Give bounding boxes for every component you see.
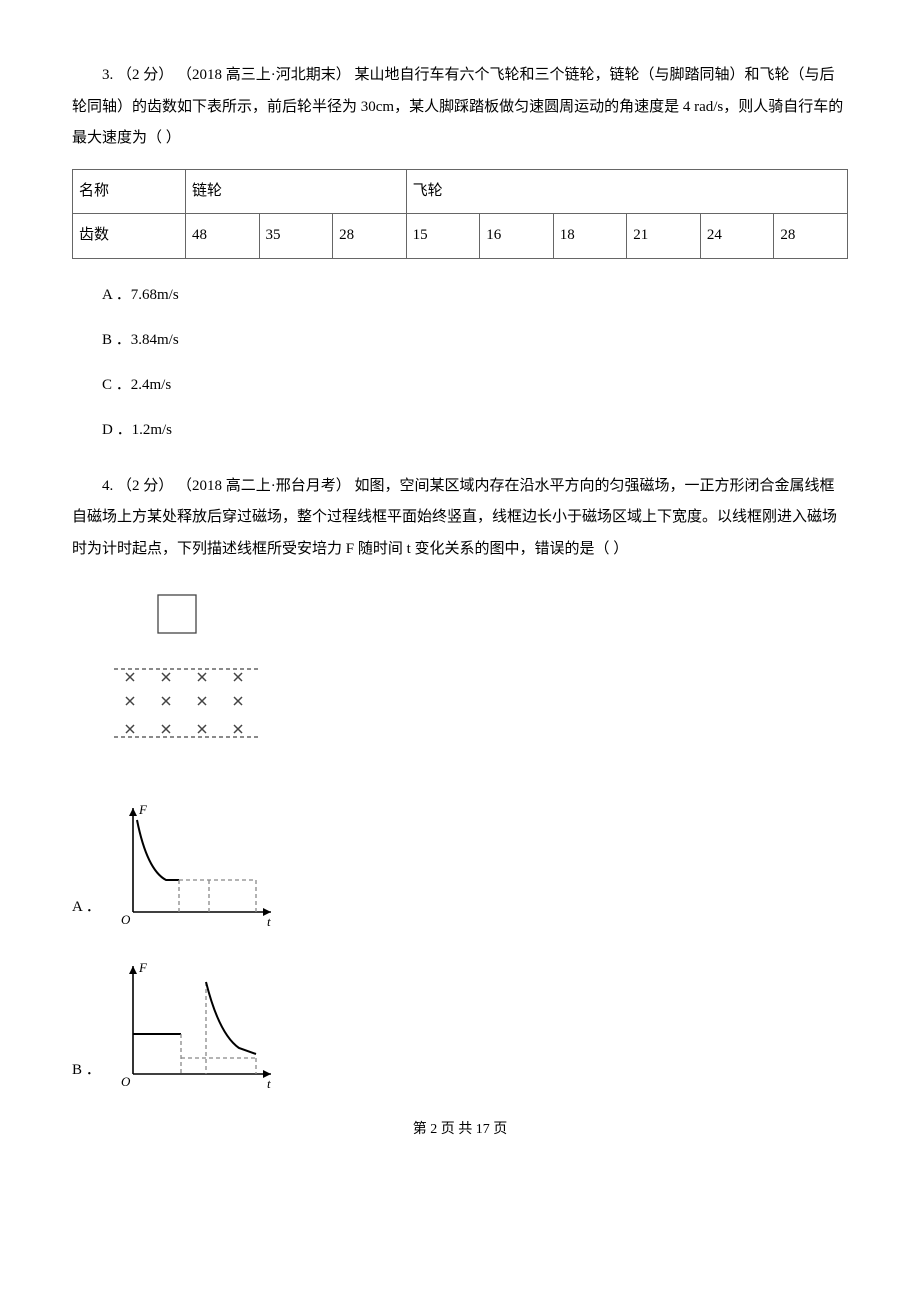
cell: 28 (333, 214, 407, 259)
page-footer: 第 2 页 共 17 页 (72, 1115, 848, 1144)
square-frame-icon (158, 595, 196, 633)
cell: 48 (186, 214, 260, 259)
axis-t-label: t (267, 914, 271, 929)
origin-label: O (121, 1074, 131, 1089)
q3-options: A ．7.68m/s B ．3.84m/s C ．2.4m/s D ．1.2m/… (72, 273, 848, 453)
cell: 21 (627, 214, 701, 259)
graph-a-svg: F t O (111, 800, 281, 930)
q3-table: 名称 链轮 飞轮 齿数 48 35 28 15 16 18 21 24 28 (72, 169, 848, 259)
curve-segment-1 (137, 820, 179, 880)
axis-f-label: F (138, 802, 148, 817)
cell: 28 (774, 214, 848, 259)
cell: 链轮 (186, 169, 407, 214)
cross-icon (126, 725, 242, 733)
q4-diagram (108, 589, 848, 772)
y-arrow-icon (129, 966, 137, 974)
cell: 飞轮 (406, 169, 847, 214)
axis-f-label: F (138, 960, 148, 975)
q3-option-a: A ．7.68m/s (72, 273, 848, 318)
cell: 18 (553, 214, 627, 259)
q4-text: 4. （2 分） （2018 高二上·邢台月考） 如图，空间某区域内存在沿水平方… (72, 471, 848, 566)
cross-icon (126, 673, 242, 681)
cell: 名称 (73, 169, 186, 214)
q4-option-row-a: A ． F t O (72, 800, 848, 930)
q4-option-row-b: B ． F t O (72, 958, 848, 1093)
q4-option-a-label: A ． (72, 892, 101, 930)
curve-segment-2 (206, 982, 256, 1054)
y-arrow-icon (129, 808, 137, 816)
cross-icon (126, 697, 242, 705)
cell: 齿数 (73, 214, 186, 259)
q3-option-b: B ．3.84m/s (72, 318, 848, 363)
origin-label: O (121, 912, 131, 927)
q4-option-b-label: B ． (72, 1055, 101, 1093)
q3-text: 3. （2 分） （2018 高三上·河北期末） 某山地自行车有六个飞轮和三个链… (72, 60, 848, 155)
cell: 15 (406, 214, 480, 259)
cell: 16 (480, 214, 554, 259)
cell: 35 (259, 214, 333, 259)
q3-option-d: D ．1.2m/s (72, 408, 848, 453)
q3-option-c: C ．2.4m/s (72, 363, 848, 408)
axis-t-label: t (267, 1076, 271, 1091)
cell: 24 (700, 214, 774, 259)
graph-b-svg: F t O (111, 958, 281, 1093)
diagram-svg (108, 589, 268, 759)
table-row: 名称 链轮 飞轮 (73, 169, 848, 214)
table-row: 齿数 48 35 28 15 16 18 21 24 28 (73, 214, 848, 259)
